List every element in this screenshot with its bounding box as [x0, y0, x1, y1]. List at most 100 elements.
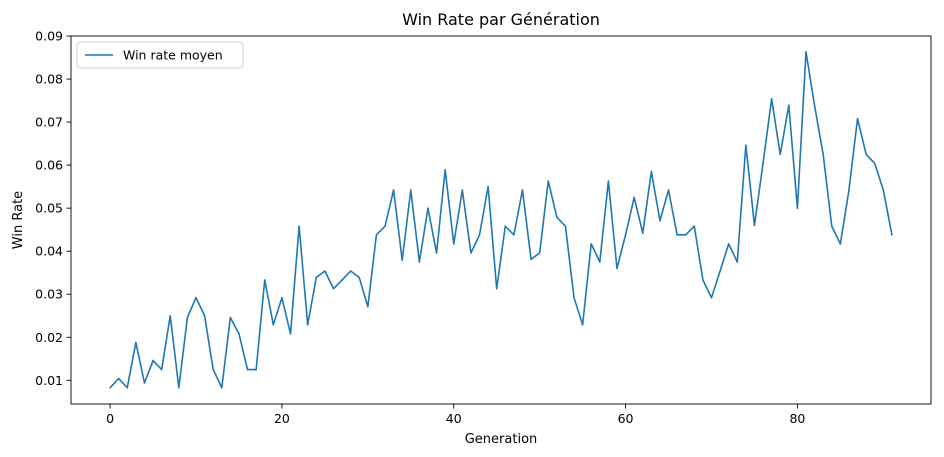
data-point: [676, 234, 678, 236]
data-point: [822, 153, 824, 156]
y-axis: 0.01 0.02 0.03 0.04 0.05 0.06 0.07 0.08 0.09: [35, 29, 71, 388]
data-point: [358, 276, 361, 279]
data-point: [143, 382, 146, 384]
data-point: [813, 104, 816, 107]
y-axis-label: Win Rate: [11, 191, 26, 249]
x-tick-label: 20: [274, 411, 290, 426]
data-point: [349, 270, 352, 272]
data-point: [547, 180, 550, 182]
data-point: [324, 270, 326, 272]
data-point: [109, 386, 111, 389]
data-point: [753, 224, 756, 227]
data-point: [719, 270, 721, 272]
data-point: [650, 170, 653, 173]
data-point: [805, 51, 807, 53]
data-point: [367, 305, 369, 308]
data-point: [659, 219, 661, 222]
x-axis: 0 20 40 60 80: [106, 404, 805, 426]
data-point: [401, 259, 403, 262]
data-point: [195, 296, 197, 299]
y-tick-label: 0.02: [35, 330, 63, 345]
data-point: [384, 225, 386, 228]
data-point: [693, 225, 696, 228]
x-tick-label: 40: [446, 411, 462, 426]
data-point: [856, 117, 859, 120]
data-point: [418, 261, 421, 263]
x-tick-label: 60: [618, 411, 634, 426]
data-point: [487, 185, 489, 188]
data-point: [616, 267, 618, 270]
data-point: [246, 368, 249, 371]
data-point: [212, 368, 214, 371]
data-point: [684, 234, 687, 236]
data-point: [521, 189, 524, 191]
y-tick-label: 0.09: [35, 29, 63, 44]
series-line: [109, 51, 893, 389]
data-point: [220, 386, 223, 389]
data-point: [865, 153, 867, 156]
y-tick-label: 0.05: [35, 201, 63, 216]
data-point: [641, 232, 644, 234]
data-point: [891, 234, 893, 236]
data-point: [375, 234, 378, 236]
data-point: [495, 287, 498, 290]
data-point: [556, 216, 558, 219]
plot-frame: [70, 35, 932, 405]
chart-title: Win Rate par Génération: [402, 10, 600, 29]
data-point: [788, 104, 790, 107]
legend-label: Win rate moyen: [123, 48, 223, 63]
data-point: [624, 234, 627, 236]
data-point: [281, 296, 283, 299]
data-point: [839, 243, 842, 245]
data-point: [736, 261, 739, 263]
plot-layer: [109, 51, 893, 389]
data-point: [599, 261, 601, 263]
data-point: [573, 296, 575, 299]
data-point: [770, 98, 773, 100]
y-tick-label: 0.01: [35, 373, 63, 388]
data-point: [263, 279, 266, 281]
data-point: [727, 243, 730, 245]
data-point: [117, 377, 120, 380]
data-point: [873, 162, 876, 165]
x-tick-label: 80: [789, 411, 805, 426]
data-point: [289, 333, 292, 335]
data-point: [427, 207, 429, 209]
data-point: [186, 316, 189, 319]
data-point: [126, 386, 129, 389]
data-point: [392, 189, 395, 191]
data-point: [341, 279, 343, 281]
data-point: [461, 189, 464, 191]
data-point: [779, 153, 782, 156]
data-point: [169, 314, 172, 317]
data-point: [745, 144, 747, 147]
data-point: [607, 180, 610, 182]
data-point: [135, 341, 137, 344]
data-point: [530, 258, 532, 261]
y-tick-label: 0.07: [35, 115, 63, 130]
data-point: [702, 279, 704, 281]
data-point: [581, 324, 584, 326]
data-point: [762, 162, 764, 165]
data-point: [435, 252, 438, 254]
data-point: [306, 324, 309, 326]
data-point: [830, 225, 833, 228]
data-point: [796, 207, 799, 209]
y-tick-label: 0.08: [35, 72, 63, 87]
data-point: [203, 314, 206, 317]
data-point: [238, 333, 240, 335]
data-point: [667, 189, 670, 191]
data-point: [882, 189, 885, 191]
data-point: [564, 225, 567, 228]
x-axis-label: Generation: [465, 432, 538, 447]
data-point: [298, 225, 300, 228]
data-point: [513, 234, 515, 236]
y-tick-label: 0.04: [35, 244, 63, 259]
data-point: [590, 243, 593, 245]
data-point: [848, 189, 850, 191]
x-tick-label: 0: [106, 411, 114, 426]
data-point: [152, 359, 154, 362]
data-point: [538, 252, 541, 254]
data-point: [478, 234, 481, 236]
y-tick-label: 0.06: [35, 158, 63, 173]
